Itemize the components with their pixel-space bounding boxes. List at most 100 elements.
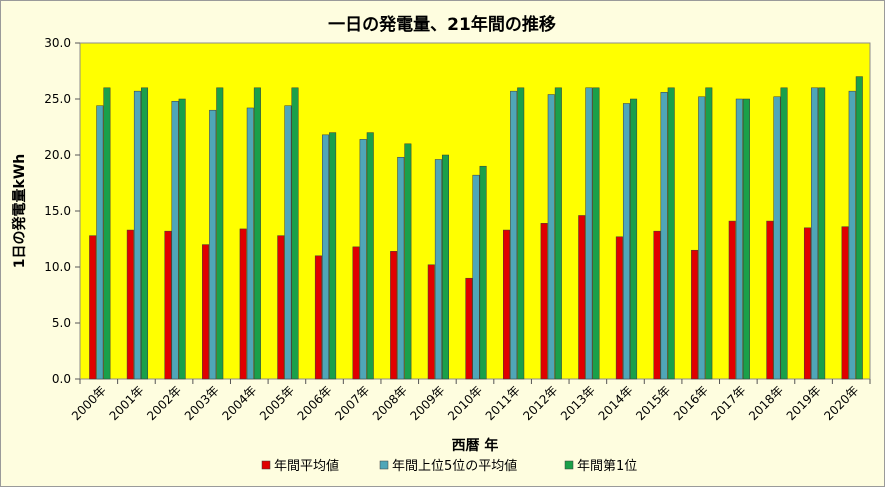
bar-2-2011年 [510,90,518,380]
bar-3-2004年 [253,87,261,380]
x-tick-label: 2008年 [370,383,410,423]
y-axis: 0.0 5.0 10.0 15.0 20.0 25.0 30.0 [44,36,80,386]
x-tick-label: 2011年 [483,383,523,423]
bar-1-2003年 [202,244,210,380]
bar-1-2013年 [578,215,586,380]
y-tick-label: 25.0 [44,92,71,106]
bar-3-2016年 [705,87,713,380]
bar-1-2019年 [803,227,811,380]
bar-3-2003年 [216,87,224,380]
bar-2-2001年 [133,90,141,380]
bar-3-2011年 [517,87,525,380]
x-tick-label: 2013年 [558,383,598,423]
bar-3-2013年 [592,87,600,380]
bar-2-2008年 [397,156,405,380]
x-tick-label: 2009年 [408,383,448,423]
legend-swatch [564,460,574,470]
bar-1-2020年 [841,226,849,380]
bar-2-2019年 [811,87,819,380]
y-tick-label: 0.0 [52,372,71,386]
bar-2-2016年 [698,96,706,380]
bar-3-2012年 [554,87,562,380]
bar-2-2018年 [773,96,781,380]
bar-3-2000年 [103,87,111,380]
bar-3-2006年 [329,132,337,380]
y-tick-label: 5.0 [52,316,71,330]
y-axis-title: 1日の発電量kWh [11,154,28,268]
bar-1-2001年 [126,229,134,380]
bar-1-2018年 [766,220,774,380]
bar-series [89,76,863,380]
bar-2-2006年 [322,134,330,380]
x-tick-label: 2020年 [821,383,861,423]
bar-3-2009年 [441,154,449,380]
bar-3-2020年 [855,76,863,380]
bar-1-2015年 [653,230,661,380]
bar-1-2006年 [314,255,322,380]
bar-3-2019年 [818,87,826,380]
legend-label: 年間上位5位の平均値 [392,458,517,474]
bar-2-2005年 [284,105,292,380]
y-tick-label: 10.0 [44,260,71,274]
y-tick-label: 15.0 [44,204,71,218]
legend-swatch [379,460,389,470]
bar-2-2003年 [209,109,217,380]
chart-title: 一日の発電量、21年間の推移 [328,14,556,35]
x-tick-label: 2002年 [144,383,184,423]
x-tick-label: 2001年 [107,383,147,423]
bar-3-2007年 [366,132,374,380]
bar-2-2012年 [547,94,555,380]
x-tick-label: 2019年 [784,383,824,423]
bar-3-2002年 [178,98,186,380]
x-tick-label: 2010年 [445,383,485,423]
bar-2-2020年 [848,90,856,380]
bar-1-2005年 [277,235,285,380]
bar-2-2014年 [622,103,630,380]
bar-2-2013年 [585,87,593,380]
bar-2-2000年 [96,105,104,380]
bar-3-2010年 [479,165,487,380]
x-tick-label: 2005年 [257,383,297,423]
x-tick-label: 2006年 [295,383,335,423]
legend-swatch [261,460,271,470]
bar-2-2010年 [472,174,480,380]
bar-2-2017年 [735,98,743,380]
x-axis: 2000年2001年2002年2003年2004年2005年2006年2007年… [69,379,871,423]
y-tick-label: 20.0 [44,148,71,162]
legend-label: 年間第1位 [577,459,637,474]
bar-3-2018年 [780,87,788,380]
x-tick-label: 2000年 [69,383,109,423]
bar-3-2008年 [404,143,412,380]
x-tick-label: 2016年 [671,383,711,423]
x-tick-label: 2012年 [520,383,560,423]
bar-1-2017年 [728,220,736,380]
bar-2-2002年 [171,100,179,380]
bar-1-2008年 [390,251,398,380]
bar-1-2007年 [352,246,360,380]
bar-1-2009年 [427,264,435,380]
bar-2-2015年 [660,92,668,380]
bar-1-2016年 [691,249,699,380]
x-tick-label: 2003年 [182,383,222,423]
bar-3-2014年 [630,98,638,380]
bar-3-2017年 [742,98,750,380]
bar-1-2011年 [503,229,511,380]
bar-1-2014年 [615,236,623,380]
bar-2-2007年 [359,139,367,380]
bar-3-2005年 [291,87,299,380]
x-axis-title: 西暦 年 [452,437,499,454]
x-tick-label: 2015年 [633,383,673,423]
legend-label: 年間平均値 [274,458,339,474]
x-tick-label: 2004年 [219,383,259,423]
bar-1-2002年 [164,230,172,380]
bar-2-2004年 [246,107,254,380]
bar-1-2012年 [540,223,548,380]
x-tick-label: 2007年 [332,383,372,423]
legend: 年間平均値 年間上位5位の平均値 年間第1位 [261,458,637,474]
x-tick-label: 2017年 [708,383,748,423]
x-tick-label: 2014年 [596,383,636,423]
bar-1-2004年 [239,228,247,380]
x-tick-label: 2018年 [746,383,786,423]
bar-3-2015年 [667,87,675,380]
